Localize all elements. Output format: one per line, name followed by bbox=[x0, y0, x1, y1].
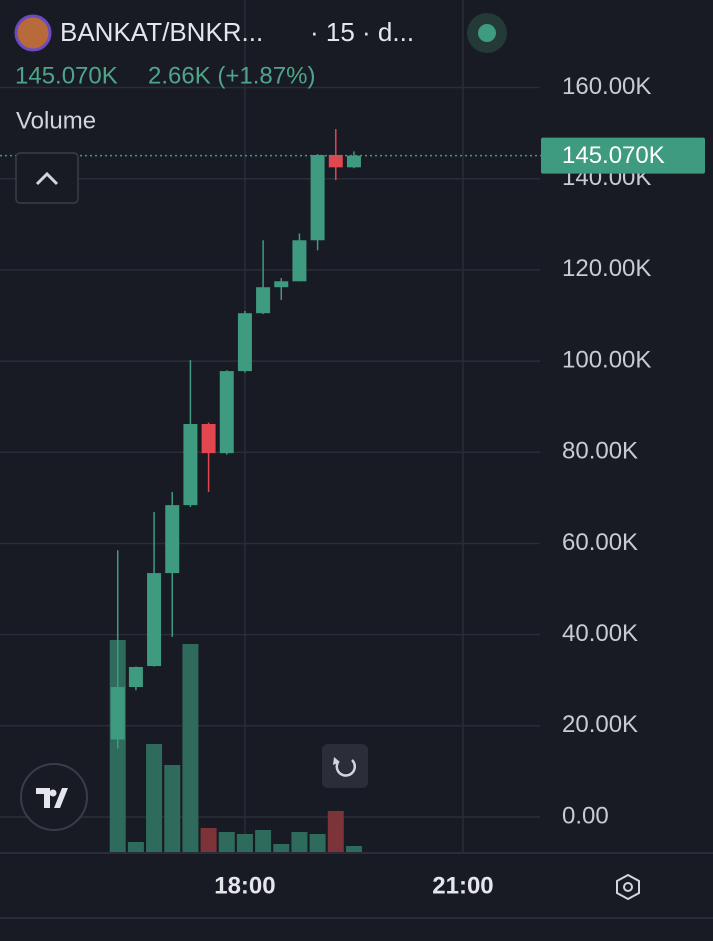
x-tick-label: 18:00 bbox=[214, 872, 275, 899]
volume-bar bbox=[218, 832, 235, 853]
settings-icon-center bbox=[623, 882, 633, 892]
candle-body bbox=[201, 423, 216, 454]
y-tick-label: 160.00K bbox=[562, 73, 651, 100]
interval[interactable]: · 15 · d... bbox=[310, 17, 414, 47]
candle-body bbox=[219, 371, 234, 454]
reset-icon-arrow bbox=[333, 757, 340, 765]
y-tick-label: 120.00K bbox=[562, 255, 651, 282]
volume-bar bbox=[236, 834, 253, 853]
tv-logo-dot bbox=[49, 789, 57, 797]
change: 2.66K (+1.87%) bbox=[148, 62, 315, 89]
candle-body bbox=[256, 287, 271, 314]
volume-bar bbox=[182, 644, 199, 853]
price: 145.070K bbox=[15, 62, 118, 89]
volume-bar bbox=[255, 830, 272, 853]
candle-body bbox=[328, 155, 343, 168]
volume-bar bbox=[345, 846, 362, 853]
chevron-icon bbox=[35, 171, 59, 186]
plot: 0.00 20.00K 40.00K 60.00K 80.00K 100.00K 120.0… bbox=[0, 0, 705, 899]
candle-body bbox=[165, 505, 180, 574]
volume-bar bbox=[127, 842, 144, 853]
y-tick-label: 80.00K bbox=[562, 438, 638, 465]
last-price-label: 145.070K bbox=[562, 142, 665, 169]
settings-icon[interactable] bbox=[616, 873, 640, 901]
token-logo bbox=[14, 14, 52, 52]
last-price-tag bbox=[541, 137, 705, 174]
volume-bar bbox=[146, 744, 163, 853]
y-tick-label: 0.00 bbox=[562, 802, 609, 829]
x-tick-label: 21:00 bbox=[432, 872, 493, 899]
candle-body bbox=[147, 573, 162, 667]
candle-body bbox=[346, 155, 361, 168]
candle-body bbox=[237, 313, 252, 372]
candle-body bbox=[110, 687, 125, 740]
candle-body bbox=[274, 281, 289, 288]
volume-bar bbox=[291, 832, 308, 853]
status-dot bbox=[478, 24, 496, 42]
tv-logo-icon bbox=[36, 788, 68, 808]
indicator-label: Volume bbox=[16, 107, 96, 134]
candle-body bbox=[183, 423, 198, 506]
volume-bar bbox=[309, 834, 326, 853]
reset-button[interactable] bbox=[322, 744, 368, 788]
y-tick-label: 40.00K bbox=[562, 620, 638, 647]
y-tick-label: 60.00K bbox=[562, 529, 638, 556]
symbol[interactable]: BANKAT/BNKR... bbox=[60, 17, 263, 47]
volume-bar bbox=[200, 828, 217, 853]
collapse-button[interactable] bbox=[15, 152, 79, 204]
y-tick-label: 20.00K bbox=[562, 711, 638, 738]
candle-body bbox=[292, 240, 307, 282]
volume-bar bbox=[273, 844, 290, 853]
y-tick-label: 100.00K bbox=[562, 346, 651, 373]
tv-logo[interactable] bbox=[20, 763, 88, 831]
candle-body bbox=[310, 155, 325, 241]
volume-bar bbox=[164, 765, 181, 853]
candle-body bbox=[128, 666, 143, 688]
reset-icon bbox=[335, 759, 357, 777]
volume-bar bbox=[327, 811, 344, 853]
